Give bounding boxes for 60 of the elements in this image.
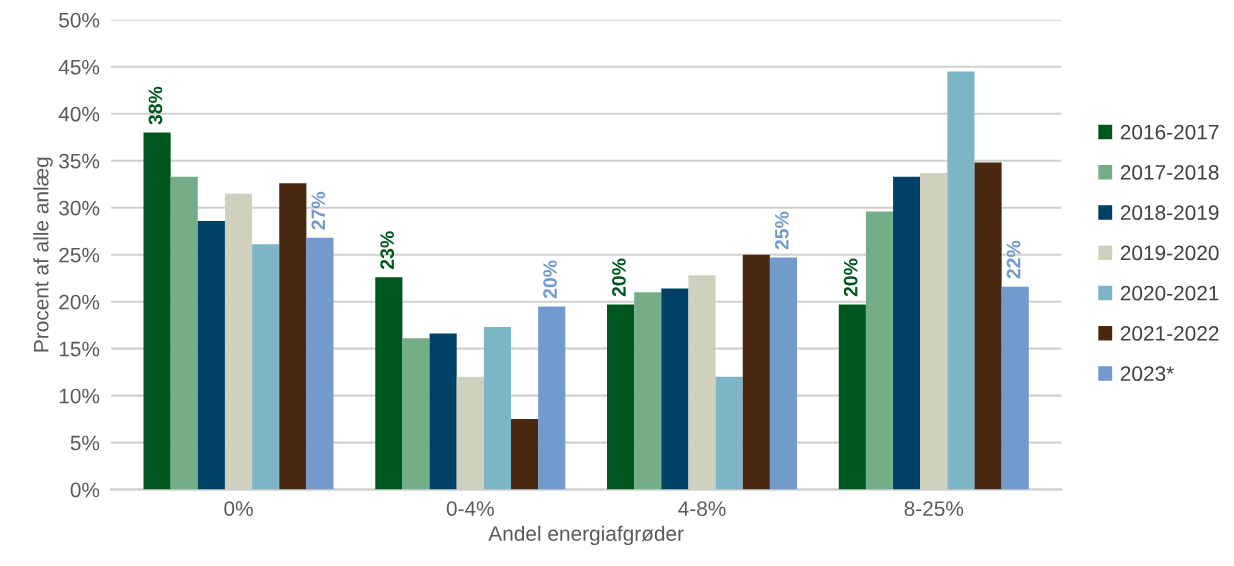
x-axis-title: Andel energiafgrøder (488, 525, 684, 546)
y-tick-label: 30% (59, 200, 100, 216)
x-tick-label: 0-4% (446, 501, 494, 516)
y-tick-label: 25% (59, 247, 100, 263)
bar (456, 376, 484, 490)
legend-label: 2020-2021 (1120, 285, 1219, 301)
bar (511, 419, 539, 490)
x-tick-label: 8-25% (904, 501, 964, 516)
data-label: 20% (612, 258, 626, 297)
bar (688, 275, 716, 490)
bar (865, 211, 894, 490)
x-tick-label: 0% (224, 501, 253, 516)
bar (1001, 286, 1029, 490)
data-label: 38% (148, 86, 163, 125)
bar (947, 71, 975, 490)
bar (634, 292, 662, 490)
bar (920, 172, 948, 490)
bar (538, 306, 566, 490)
bar (607, 304, 635, 490)
data-label: 27% (311, 191, 326, 230)
data-label: 20% (543, 260, 557, 299)
bar (252, 244, 280, 490)
legend-label: 2016-2017 (1120, 124, 1219, 140)
legend-label: 2021-2022 (1120, 326, 1219, 341)
bar (974, 162, 1002, 490)
bar (429, 333, 457, 490)
bar (483, 327, 511, 490)
bar (224, 193, 253, 490)
y-axis-title: Procent af alle anlæg (33, 157, 53, 352)
bar (661, 288, 689, 490)
y-tick-label: 10% (59, 388, 100, 404)
bar (715, 376, 743, 490)
legend-label: 2019-2020 (1120, 245, 1219, 261)
bar (769, 257, 798, 490)
data-label: 22% (1006, 240, 1021, 279)
y-tick-label: 5% (70, 435, 100, 451)
y-tick-label: 45% (58, 59, 100, 75)
y-tick-label: 35% (59, 153, 100, 169)
y-tick-label: 50% (59, 12, 100, 28)
bar (279, 183, 307, 490)
legend-label: 2017-2018 (1120, 165, 1219, 180)
legend-label: 2018-2019 (1120, 205, 1219, 221)
bar (893, 176, 921, 490)
bar (402, 338, 430, 490)
bar (742, 254, 770, 490)
data-label: 25% (774, 211, 789, 250)
x-tick-label: 4-8% (678, 501, 726, 516)
y-tick-label: 20% (59, 294, 100, 310)
bar (197, 220, 225, 490)
y-tick-label: 0% (70, 482, 100, 498)
y-tick-label: 15% (59, 341, 100, 357)
data-label: 23% (380, 231, 395, 270)
y-tick-label: 40% (58, 106, 100, 122)
bar (306, 237, 334, 490)
bar (143, 132, 171, 490)
bar (838, 304, 866, 490)
bar (170, 176, 198, 490)
bar (375, 277, 403, 490)
data-label: 20% (843, 258, 858, 297)
legend-label: 2023* (1120, 366, 1174, 382)
